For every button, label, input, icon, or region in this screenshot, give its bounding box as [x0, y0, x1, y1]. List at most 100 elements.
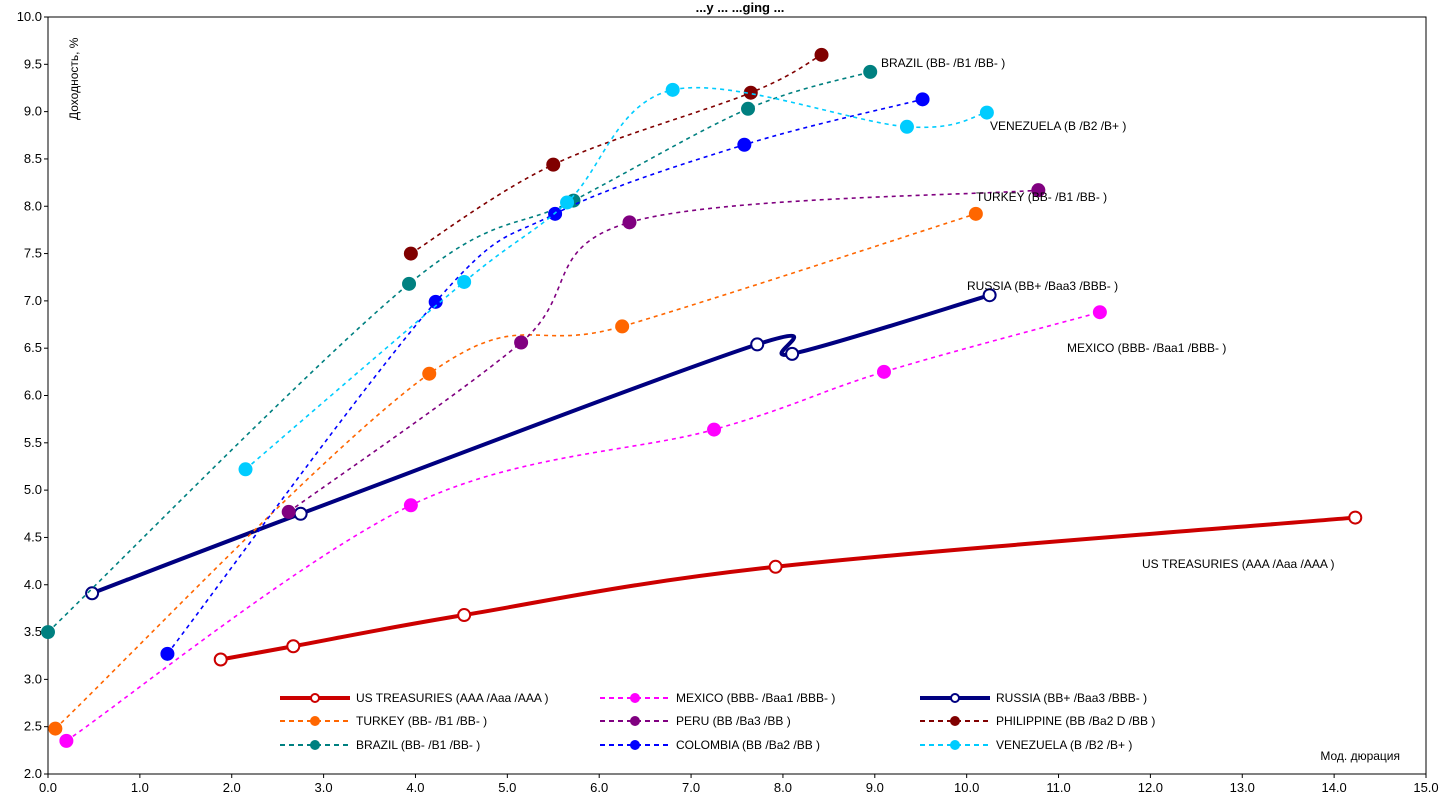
legend-marker [630, 740, 640, 750]
legend-label: MEXICO (BBB- /Baa1 /BBB- ) [676, 691, 835, 705]
data-point-turkey-bb-b1-bb [968, 206, 983, 221]
data-point-brazil-bb-b1-bb [402, 276, 417, 291]
data-point-russia-bb-baa3-bbb [750, 337, 765, 352]
legend-label: COLOMBIA (BB /Ba2 /BB ) [676, 738, 820, 752]
x-tick-label: 2.0 [223, 780, 241, 795]
x-tick-label: 9.0 [866, 780, 884, 795]
x-tick-label: 4.0 [406, 780, 424, 795]
data-point-venezuela-b-b2-b [457, 274, 472, 289]
data-point-us-treasuries-aaa-aaa-aaa [213, 652, 228, 667]
data-point-mexico-bbb-baa1-bbb [59, 733, 74, 748]
y-tick-label: 9.5 [24, 56, 42, 71]
data-point-mexico-bbb-baa1-bbb [876, 364, 891, 379]
data-point-turkey-bb-b1-bb [615, 319, 630, 334]
series-line-turkey-bb-b1-bb [54, 213, 977, 730]
x-tick-label: 12.0 [1138, 780, 1163, 795]
data-point-venezuela-b-b2-b [560, 195, 575, 210]
y-tick-label: 7.5 [24, 246, 42, 261]
data-point-us-treasuries-aaa-aaa-aaa [768, 559, 783, 574]
legend: US TREASURIES (AAA /Aaa /AAA ) MEXICO (BB… [280, 691, 1155, 752]
y-tick-label: 8.5 [24, 151, 42, 166]
series-line-colombia-bb-ba2-bb [166, 98, 923, 655]
series-label-us-treasuries-aaa-aaa-aaa: US TREASURIES (AAA /Aaa /AAA ) [1142, 557, 1335, 571]
y-tick-label: 2.5 [24, 719, 42, 734]
x-tick-label: 1.0 [131, 780, 149, 795]
data-point-venezuela-b-b2-b [238, 462, 253, 477]
legend-label: US TREASURIES (AAA /Aaa /AAA ) [356, 691, 549, 705]
x-tick-label: 13.0 [1230, 780, 1255, 795]
x-tick-label: 8.0 [774, 780, 792, 795]
series-label-turkey-inline: TURKEY (BB- /B1 /BB- ) [976, 190, 1107, 204]
series-line-brazil-bb-b1-bb [47, 71, 871, 633]
data-point-us-treasuries-aaa-aaa-aaa [286, 639, 301, 654]
y-tick-label: 3.0 [24, 671, 42, 686]
data-point-venezuela-b-b2-b [979, 105, 994, 120]
series-label-brazil-bb-b1-bb: BRAZIL (BB- /B1 /BB- ) [881, 56, 1005, 70]
y-tick-label: 9.0 [24, 104, 42, 119]
legend-marker [630, 716, 640, 726]
series-line-venezuela-b-b2-b [244, 86, 988, 470]
data-point-colombia-bb-ba2-bb [428, 294, 443, 309]
y-tick-label: 2.0 [24, 766, 42, 781]
y-tick-label: 10.0 [17, 9, 42, 24]
data-point-philippine-bb-ba2-d-bb [403, 246, 418, 261]
data-point-turkey-bb-b1-bb [422, 366, 437, 381]
data-point-venezuela-b-b2-b [899, 119, 914, 134]
data-point-philippine-bb-ba2-d-bb [814, 47, 829, 62]
data-point-peru-bb-ba3-bb [281, 504, 296, 519]
legend-label: PERU (BB /Ba3 /BB ) [676, 714, 791, 728]
series-line-mexico-bbb-baa1-bbb [65, 311, 1101, 742]
legend-label: TURKEY (BB- /B1 /BB- ) [356, 714, 487, 728]
legend-marker [950, 740, 960, 750]
x-tick-label: 7.0 [682, 780, 700, 795]
x-tick-label: 11.0 [1046, 780, 1070, 795]
data-point-brazil-bb-b1-bb [41, 625, 55, 640]
x-tick-label: 14.0 [1321, 780, 1346, 795]
y-tick-label: 6.0 [24, 388, 42, 403]
series-layer [41, 47, 1363, 748]
data-point-peru-bb-ba3-bb [1031, 183, 1046, 198]
data-point-colombia-bb-ba2-bb [737, 137, 752, 152]
y-axis-label: Доходность, % [67, 37, 81, 120]
data-point-philippine-bb-ba2-d-bb [546, 157, 561, 172]
legend-marker [310, 693, 320, 703]
labels-layer: US TREASURIES (AAA /Aaa /AAA ) MEXICO (BB… [881, 56, 1335, 571]
y-tick-label: 4.0 [24, 577, 42, 592]
x-tick-label: 6.0 [590, 780, 608, 795]
legend-marker [310, 716, 320, 726]
y-tick-label: 4.5 [24, 529, 42, 544]
series-label-mexico-bbb-baa1-bbb: MEXICO (BBB- /Baa1 /BBB- ) [1067, 341, 1226, 355]
legend-marker [950, 716, 960, 726]
legend-marker [950, 693, 960, 703]
axes: 0.0 1.0 2.0 3.0 4.0 5.0 6.0 7.0 8.0 9.0 10.0 11.0 12… [17, 9, 1439, 795]
legend-marker [310, 740, 320, 750]
y-tick-label: 7.0 [24, 293, 42, 308]
legend-label: VENEZUELA (B /B2 /B+ ) [996, 738, 1132, 752]
chart-title: ...y ... ...ging ... [696, 0, 785, 15]
legend-marker [630, 693, 640, 703]
y-tick-label: 6.5 [24, 340, 42, 355]
y-tick-label: 3.5 [24, 624, 42, 639]
y-tick-label: 5.5 [24, 435, 42, 450]
data-point-us-treasuries-aaa-aaa-aaa [457, 608, 472, 623]
series-label-russia-bb-baa3-bbb: RUSSIA (BB+ /Baa3 /BBB- ) [967, 279, 1118, 293]
data-point-mexico-bbb-baa1-bbb [403, 498, 418, 513]
data-point-russia-bb-baa3-bbb [785, 346, 800, 361]
data-point-peru-bb-ba3-bb [514, 335, 529, 350]
data-point-venezuela-b-b2-b [665, 82, 680, 97]
x-tick-label: 5.0 [498, 780, 516, 795]
data-point-russia-bb-baa3-bbb [293, 506, 308, 521]
data-point-brazil-bb-b1-bb [741, 101, 756, 116]
series-label-venezuela-b-b2-b: VENEZUELA (B /B2 /B+ ) [990, 119, 1126, 133]
x-axis-label: Мод. дюрация [1320, 749, 1400, 763]
y-tick-label: 5.0 [24, 482, 42, 497]
y-tick-label: 8.0 [24, 198, 42, 213]
legend-label: PHILIPPINE (BB /Ba2 D /BB ) [996, 714, 1155, 728]
data-point-mexico-bbb-baa1-bbb [1092, 305, 1107, 320]
x-tick-label: 0.0 [39, 780, 57, 795]
data-point-philippine-bb-ba2-d-bb [743, 85, 758, 100]
series-line-russia-bb-baa3-bbb [91, 293, 991, 596]
data-point-russia-bb-baa3-bbb [85, 586, 100, 601]
